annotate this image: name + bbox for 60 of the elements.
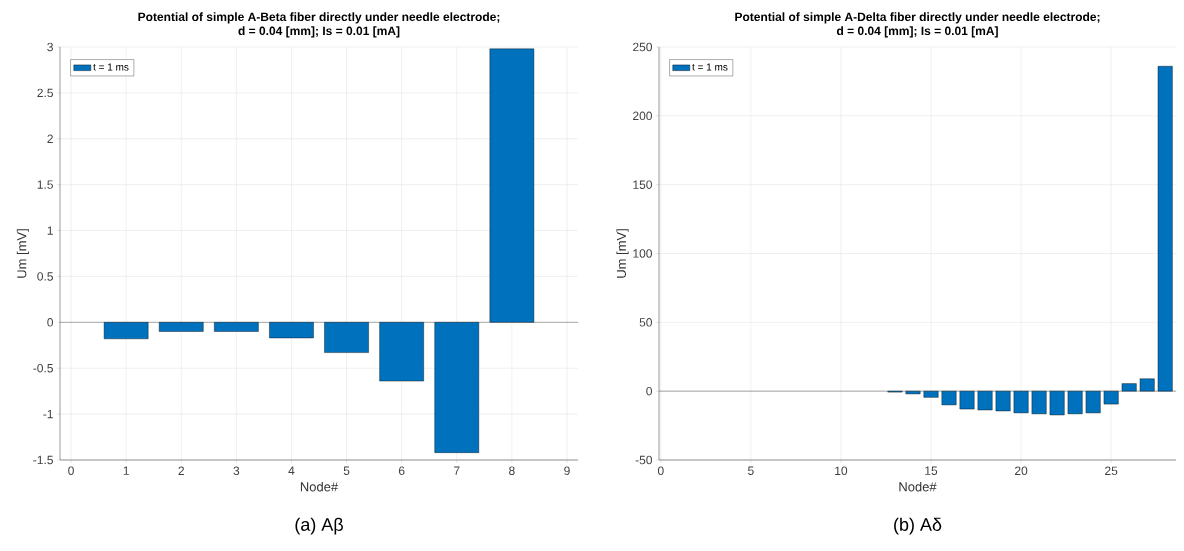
x-tick-label: 7 <box>454 466 460 475</box>
chart-title: Potential of simple A-Beta fiber directly under needle electrode; <box>138 12 500 24</box>
bar <box>977 390 993 411</box>
y-tick-label: -1.5 <box>33 455 53 465</box>
y-tick-label: 50 <box>639 318 653 327</box>
x-tick-label: 9 <box>564 466 570 476</box>
bar <box>941 390 957 406</box>
bar <box>1013 390 1029 414</box>
x-tick-label: 0 <box>68 466 74 476</box>
x-axis-title: Node# <box>300 481 339 492</box>
legend-label: t = 1 ms <box>692 63 728 71</box>
y-tick-label: 1 <box>47 226 53 235</box>
x-tick-label: 4 <box>288 466 295 475</box>
x-tick-label: 5 <box>343 466 350 475</box>
text: (a) Aβ <box>295 517 343 535</box>
x-tick-label: 5 <box>748 466 754 475</box>
x-tick-label: 10 <box>835 466 848 476</box>
y-axis-title: Um [mV] <box>16 229 29 278</box>
x-tick-label: 6 <box>398 466 405 476</box>
bar <box>959 390 975 410</box>
chart-title: Potential of simple A-Delta fiber directly under needle electrode; <box>735 12 1100 24</box>
bar <box>1031 390 1047 415</box>
y-tick-label: 2.5 <box>37 88 53 98</box>
legend-label: t = 1 ms <box>93 63 129 71</box>
x-tick-label: 0 <box>657 466 664 476</box>
y-tick-label: 1.5 <box>37 180 53 189</box>
y-tick-label: -1 <box>43 409 53 419</box>
bar <box>1049 390 1065 416</box>
y-tick-label: 0 <box>47 318 54 327</box>
y-tick-label: 2 <box>47 134 53 143</box>
chart-subtitle: d = 0.04 [mm]; Is = 0.01 [mA] <box>836 26 998 38</box>
x-tick-label: 3 <box>233 466 240 476</box>
bar <box>923 390 939 398</box>
x-tick-label: 1 <box>123 466 129 475</box>
bar <box>1067 390 1083 415</box>
y-tick-label: 200 <box>633 111 652 121</box>
bar <box>1121 383 1137 392</box>
y-tick-label: 3 <box>47 42 53 52</box>
chart-subtitle: d = 0.04 [mm]; Is = 0.01 [mA] <box>238 26 400 38</box>
x-tick-label: 2 <box>178 466 184 475</box>
bar <box>1157 66 1173 392</box>
bar <box>905 390 921 395</box>
x-tick-label: 8 <box>509 466 515 476</box>
y-tick-label: 100 <box>633 249 652 258</box>
bar <box>1085 390 1101 414</box>
bar <box>1103 390 1119 405</box>
text: (b) Aδ <box>894 517 942 535</box>
y-tick-label: -50 <box>635 455 653 465</box>
y-tick-label: 0 <box>646 386 653 396</box>
y-axis-title: Um [mV] <box>616 229 629 278</box>
y-tick-label: 0.5 <box>37 272 53 281</box>
y-tick-label: -0.5 <box>33 363 53 373</box>
y-tick-label: 250 <box>633 42 652 52</box>
bar <box>995 390 1011 412</box>
x-tick-label: 20 <box>1015 466 1028 476</box>
bar <box>1139 378 1155 392</box>
x-tick-label: 25 <box>1105 466 1118 476</box>
x-axis-title: Node# <box>899 481 937 492</box>
y-tick-label: 150 <box>633 180 652 189</box>
x-tick-label: 15 <box>925 466 938 475</box>
